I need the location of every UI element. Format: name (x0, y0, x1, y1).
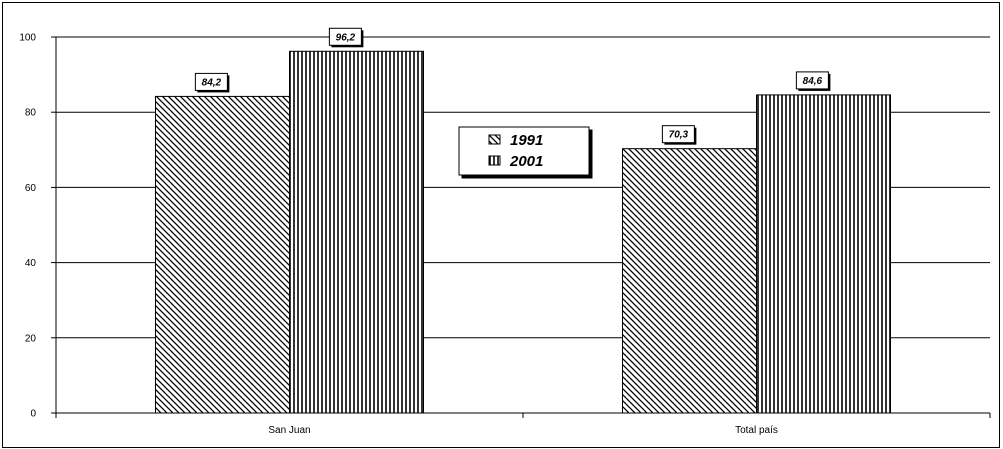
y-tick-label: 60 (25, 183, 37, 194)
bar-1991-1 (622, 148, 757, 414)
legend-swatch-2001 (488, 155, 501, 166)
y-tick-label: 100 (19, 33, 36, 44)
y-tick-label: 40 (25, 258, 37, 269)
data-label-1991-1: 70,3 (669, 130, 689, 141)
y-tick-label: 80 (25, 108, 37, 119)
y-axis-ticks: 0 20 40 60 80 100 (19, 33, 56, 420)
data-label-1991-0: 84,2 (202, 77, 222, 88)
y-tick-label: 20 (25, 333, 37, 344)
bar-2001-0 (289, 50, 424, 414)
legend-label-1991: 1991 (510, 132, 543, 149)
bars (155, 50, 891, 414)
category-label-1: Total país (735, 425, 778, 436)
y-tick-label: 0 (30, 409, 36, 420)
data-label-2001-0: 96,2 (336, 32, 356, 43)
legend-item-1991: 1991 (488, 132, 543, 149)
legend-item-2001: 2001 (488, 153, 543, 170)
legend-label-2001: 2001 (509, 153, 543, 170)
category-label-0: San Juan (268, 425, 310, 436)
legend-swatch-1991 (488, 134, 501, 145)
bar-2001-1 (756, 94, 891, 414)
data-label-box (795, 71, 829, 90)
legend-items: 1991 2001 (488, 132, 543, 170)
bar-1991-0 (155, 95, 290, 414)
data-label-2001-1: 84,6 (803, 76, 823, 87)
category-labels: San Juan Total país (268, 425, 778, 436)
data-labels: 84,2 96,2 70,3 84,6 (194, 27, 831, 145)
data-label-box (328, 27, 362, 46)
data-label-box (661, 125, 695, 144)
legend (458, 126, 590, 176)
data-label-box (194, 72, 228, 91)
